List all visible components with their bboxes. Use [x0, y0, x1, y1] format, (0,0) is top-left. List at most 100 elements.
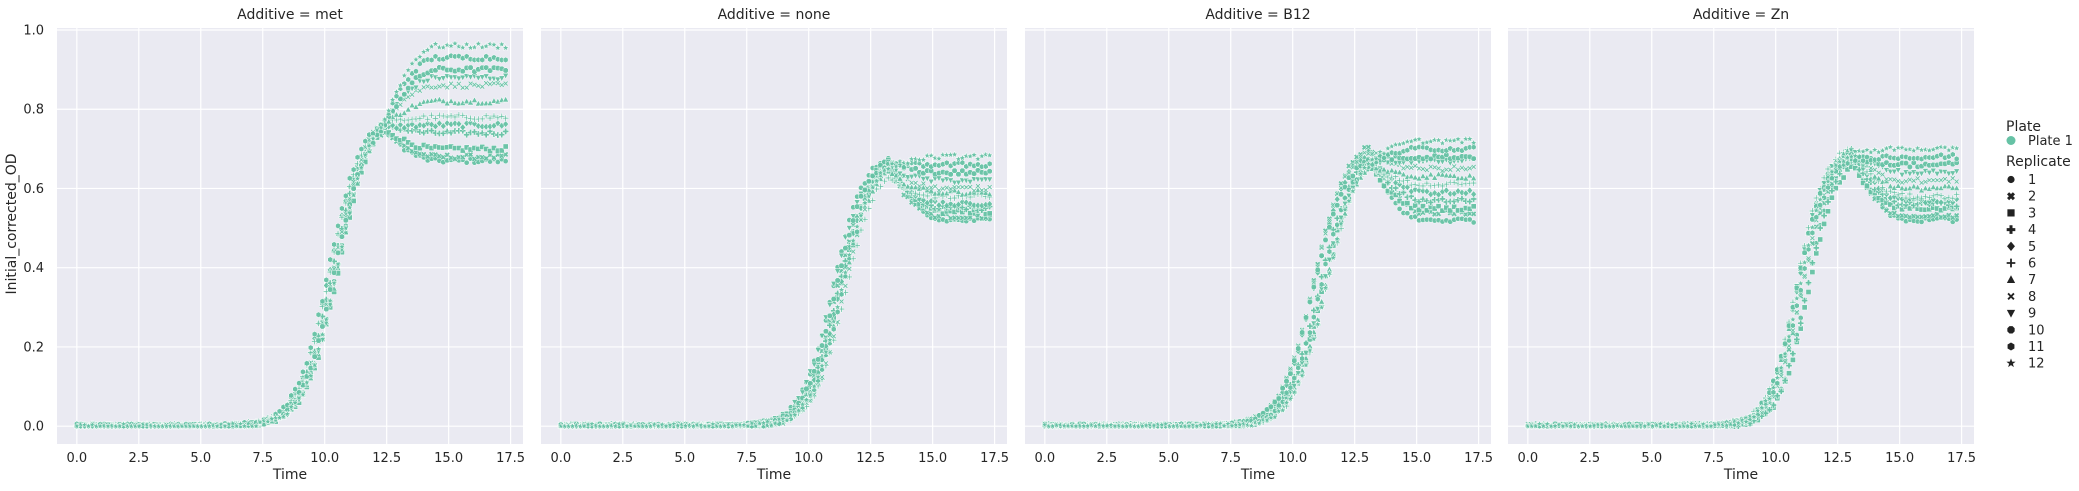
data-point: [1470, 155, 1477, 162]
data-point: [401, 91, 408, 98]
data-point: [350, 166, 357, 173]
data-point: [498, 131, 506, 139]
data-point: [302, 378, 311, 386]
data-point: [276, 408, 283, 415]
data-point: [327, 286, 334, 293]
data-point: [1334, 202, 1341, 209]
x-tick-label: 2.5: [1096, 451, 1117, 466]
data-point: [440, 82, 447, 89]
data-point: [502, 120, 509, 128]
x-tick-label: 17.5: [496, 451, 525, 466]
panel-background: [541, 28, 1007, 444]
data-point: [80, 420, 89, 429]
data-point: [88, 420, 97, 429]
data-point: [1829, 194, 1835, 201]
data-point: [474, 75, 482, 82]
data-point: [323, 276, 330, 284]
data-point: [404, 105, 412, 113]
data-point: [424, 115, 432, 123]
data-point: [314, 344, 323, 353]
data-point: [319, 323, 326, 330]
data-point: [299, 373, 307, 381]
data-point: [475, 122, 482, 130]
x-axis-label: Time: [1723, 467, 1758, 483]
data-point: [217, 420, 226, 428]
data-point: [339, 233, 345, 240]
data-point: [846, 232, 853, 239]
data-point: [1404, 200, 1411, 206]
data-point: [119, 419, 128, 428]
panel-background: [1025, 28, 1491, 444]
data-point: [483, 64, 490, 71]
data-point: [146, 421, 155, 429]
x-tick-label: 5.0: [190, 451, 211, 466]
data-point: [823, 328, 829, 335]
data-point: [483, 80, 490, 87]
data-point: [335, 249, 341, 256]
panel-4: Additive = Zn0.0 2.5 5.0 7.5 10.0 12.5 15.0 17.…: [1508, 7, 1976, 483]
data-point: [455, 120, 463, 128]
data-point: [345, 203, 354, 212]
data-point: [331, 269, 338, 276]
data-point: [376, 123, 385, 131]
data-point: [331, 241, 337, 248]
data-point: [330, 278, 339, 287]
x-tick-label: 17.5: [980, 451, 1009, 466]
data-point: [1326, 248, 1333, 255]
data-point: [209, 421, 218, 429]
data-point: [487, 158, 493, 165]
data-point: [396, 81, 405, 89]
data-point: [455, 80, 462, 87]
panel-title: Additive = B12: [1205, 7, 1310, 23]
data-point: [1470, 219, 1477, 226]
data-point: [432, 115, 439, 122]
data-point: [1840, 174, 1847, 181]
data-point: [858, 193, 864, 200]
data-point: [1311, 313, 1317, 321]
data-point: [467, 115, 474, 122]
data-point: [1330, 211, 1337, 217]
data-point: [1797, 315, 1804, 321]
data-point: [455, 75, 463, 83]
y-tick-label: 0.0: [23, 420, 44, 435]
data-point: [819, 342, 825, 349]
data-point: [287, 402, 296, 411]
data-point: [393, 93, 400, 100]
x-tick-label: 7.5: [1220, 451, 1241, 466]
data-point: [443, 119, 451, 127]
x-tick-label: 10.0: [1278, 451, 1307, 466]
data-point: [1287, 384, 1294, 391]
data-points: [72, 39, 510, 430]
data-point: [288, 392, 294, 399]
data-point: [436, 111, 443, 119]
panel-title: Additive = none: [718, 7, 831, 23]
data-point: [1797, 325, 1804, 332]
data-point: [424, 119, 431, 128]
data-point: [1346, 186, 1352, 193]
data-point: [834, 277, 841, 284]
data-point: [300, 368, 306, 375]
data-point: [1307, 299, 1313, 305]
x-tick-label: 17.5: [1947, 451, 1976, 466]
data-point: [436, 83, 443, 90]
data-point: [1377, 177, 1383, 184]
x-tick-label: 5.0: [1158, 451, 1179, 466]
data-point: [838, 262, 845, 269]
data-point: [327, 256, 333, 263]
data-point: [322, 315, 331, 323]
data-point: [357, 163, 366, 172]
data-point: [454, 42, 463, 50]
data-point: [432, 122, 439, 131]
data-point: [326, 302, 334, 309]
data-point: [986, 160, 993, 167]
data-point: [350, 185, 357, 192]
data-point: [1279, 385, 1286, 392]
data-point: [311, 338, 318, 345]
data-point: [444, 84, 451, 91]
data-point: [432, 84, 439, 91]
data-point: [1314, 267, 1321, 273]
panel-title: Additive = met: [237, 7, 343, 23]
data-point: [463, 84, 470, 91]
data-point: [1801, 304, 1808, 311]
data-point: [388, 95, 397, 104]
